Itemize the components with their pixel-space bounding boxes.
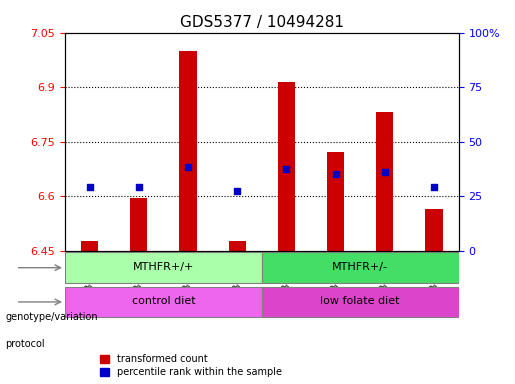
Text: low folate diet: low folate diet	[320, 296, 400, 306]
Point	[85, 184, 94, 190]
Point	[233, 187, 242, 194]
Bar	[229, 242, 246, 251]
Point	[430, 184, 438, 190]
Bar	[278, 82, 295, 251]
Legend: transformed count, percentile rank within the sample: transformed count, percentile rank withi…	[97, 353, 284, 379]
FancyBboxPatch shape	[262, 286, 459, 317]
Bar	[327, 152, 344, 251]
Point	[134, 184, 143, 190]
Bar	[130, 198, 147, 251]
Bar	[425, 209, 443, 251]
Text: protocol: protocol	[5, 339, 45, 349]
FancyBboxPatch shape	[65, 286, 262, 317]
Point	[282, 166, 290, 172]
Point	[381, 169, 389, 175]
FancyBboxPatch shape	[65, 252, 262, 283]
Text: MTHFR+/+: MTHFR+/+	[133, 262, 194, 272]
Title: GDS5377 / 10494281: GDS5377 / 10494281	[180, 15, 344, 30]
FancyBboxPatch shape	[262, 252, 459, 283]
Text: genotype/variation: genotype/variation	[5, 312, 98, 322]
Text: MTHFR+/-: MTHFR+/-	[332, 262, 388, 272]
Point	[332, 171, 340, 177]
Bar	[376, 113, 393, 251]
Point	[184, 164, 192, 170]
Text: control diet: control diet	[131, 296, 195, 306]
Bar	[81, 242, 98, 251]
Bar	[179, 51, 197, 251]
